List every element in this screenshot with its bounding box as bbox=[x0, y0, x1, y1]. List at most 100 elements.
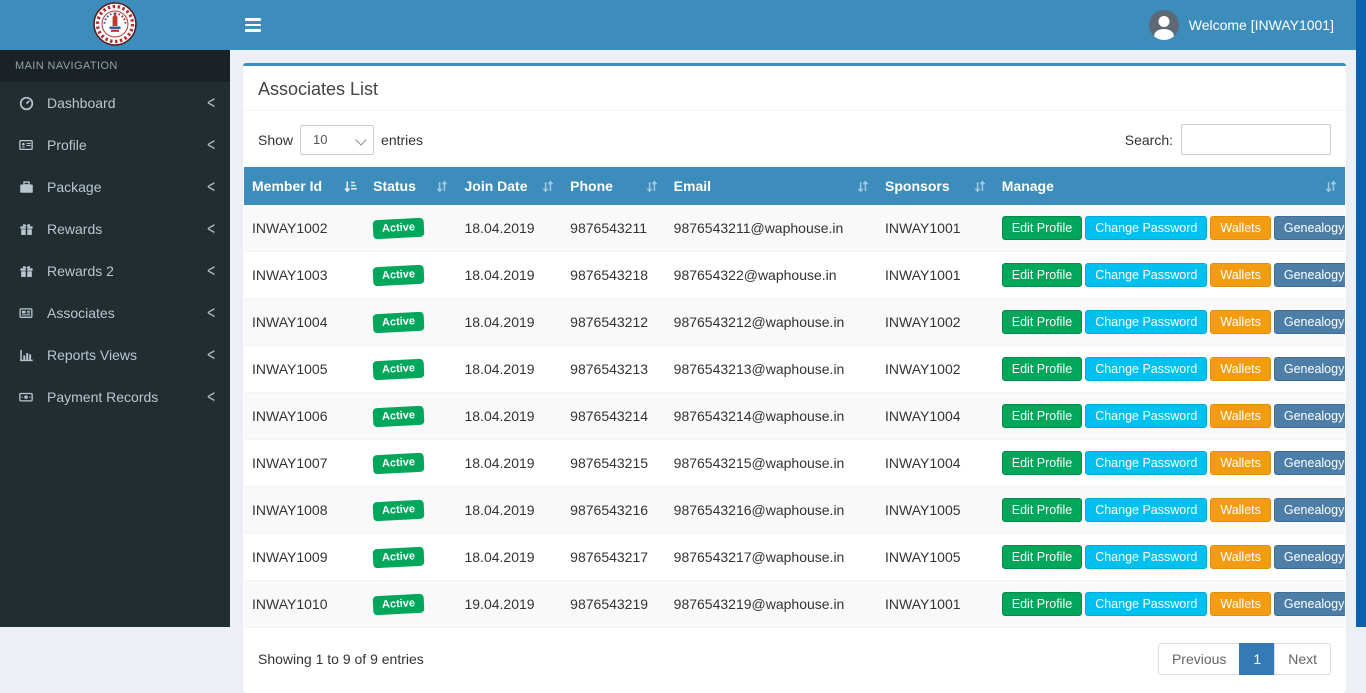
cell-join-date: 19.04.2019 bbox=[456, 581, 562, 628]
edit-profile-button[interactable]: Edit Profile bbox=[1002, 498, 1082, 522]
column-label: Manage bbox=[1002, 178, 1054, 194]
cell-join-date: 18.04.2019 bbox=[456, 252, 562, 299]
sidebar-item-associates[interactable]: Associates< bbox=[0, 292, 230, 334]
column-header-member-id[interactable]: Member Id bbox=[244, 167, 365, 205]
change-password-button[interactable]: Change Password bbox=[1085, 498, 1207, 522]
change-password-button[interactable]: Change Password bbox=[1085, 451, 1207, 475]
column-header-phone[interactable]: Phone bbox=[562, 167, 665, 205]
edit-profile-button[interactable]: Edit Profile bbox=[1002, 216, 1082, 240]
sidebar-item-profile[interactable]: Profile< bbox=[0, 124, 230, 166]
edit-profile-button[interactable]: Edit Profile bbox=[1002, 404, 1082, 428]
change-password-button[interactable]: Change Password bbox=[1085, 404, 1207, 428]
active-status-badge: Active bbox=[373, 453, 425, 475]
active-status-badge: Active bbox=[373, 500, 425, 522]
sort-both-icon[interactable] bbox=[646, 180, 658, 193]
column-header-join-date[interactable]: Join Date bbox=[456, 167, 562, 205]
cell-phone: 9876543211 bbox=[562, 205, 665, 252]
page-length-select[interactable]: 10 bbox=[300, 125, 374, 155]
column-header-status[interactable]: Status bbox=[365, 167, 456, 205]
sidebar-item-payment-records[interactable]: Payment Records< bbox=[0, 376, 230, 418]
change-password-button[interactable]: Change Password bbox=[1085, 263, 1207, 287]
search-input[interactable] bbox=[1181, 124, 1331, 155]
sort-both-icon[interactable] bbox=[436, 180, 448, 193]
column-header-manage[interactable]: Manage bbox=[994, 167, 1345, 205]
genealogy-button[interactable]: Genealogy bbox=[1274, 216, 1345, 240]
wallets-button[interactable]: Wallets bbox=[1210, 357, 1271, 381]
sidebar-item-reports-views[interactable]: Reports Views< bbox=[0, 334, 230, 376]
wallets-button[interactable]: Wallets bbox=[1210, 263, 1271, 287]
cell-email: 9876543213@waphouse.in bbox=[666, 346, 877, 393]
column-label: Email bbox=[674, 178, 711, 194]
payments-icon bbox=[15, 390, 37, 404]
wallets-button[interactable]: Wallets bbox=[1210, 216, 1271, 240]
cell-sponsor: INWAY1001 bbox=[877, 205, 994, 252]
edit-profile-button[interactable]: Edit Profile bbox=[1002, 451, 1082, 475]
cell-join-date: 18.04.2019 bbox=[456, 487, 562, 534]
edit-profile-button[interactable]: Edit Profile bbox=[1002, 357, 1082, 381]
sort-amount-icon[interactable] bbox=[344, 180, 357, 193]
package-icon bbox=[15, 180, 37, 195]
next-page-button[interactable]: Next bbox=[1274, 643, 1331, 675]
column-header-sponsors[interactable]: Sponsors bbox=[877, 167, 994, 205]
genealogy-button[interactable]: Genealogy bbox=[1274, 451, 1345, 475]
edit-profile-button[interactable]: Edit Profile bbox=[1002, 545, 1082, 569]
edit-profile-button[interactable]: Edit Profile bbox=[1002, 263, 1082, 287]
genealogy-button[interactable]: Genealogy bbox=[1274, 498, 1345, 522]
genealogy-button[interactable]: Genealogy bbox=[1274, 545, 1345, 569]
wallets-button[interactable]: Wallets bbox=[1210, 498, 1271, 522]
wallets-button[interactable]: Wallets bbox=[1210, 592, 1271, 616]
wallets-button[interactable]: Wallets bbox=[1210, 545, 1271, 569]
edit-profile-button[interactable]: Edit Profile bbox=[1002, 592, 1082, 616]
page-1-button[interactable]: 1 bbox=[1239, 643, 1275, 675]
card-header: Associates List bbox=[243, 66, 1346, 111]
change-password-button[interactable]: Change Password bbox=[1085, 592, 1207, 616]
wallets-button[interactable]: Wallets bbox=[1210, 310, 1271, 334]
sidebar-item-rewards[interactable]: Rewards< bbox=[0, 208, 230, 250]
active-status-badge: Active bbox=[373, 547, 425, 569]
previous-page-button[interactable]: Previous bbox=[1158, 643, 1240, 675]
cell-member-id: INWAY1002 bbox=[244, 205, 365, 252]
change-password-button[interactable]: Change Password bbox=[1085, 216, 1207, 240]
wallets-button[interactable]: Wallets bbox=[1210, 404, 1271, 428]
sort-both-icon[interactable] bbox=[974, 180, 986, 193]
genealogy-button[interactable]: Genealogy bbox=[1274, 357, 1345, 381]
sidebar-item-package[interactable]: Package< bbox=[0, 166, 230, 208]
rewards-icon bbox=[15, 222, 37, 237]
cell-phone: 9876543215 bbox=[562, 440, 665, 487]
welcome-text: Welcome [INWAY1001] bbox=[1189, 17, 1334, 33]
sort-both-icon[interactable] bbox=[857, 180, 869, 193]
sidebar-item-label: Rewards bbox=[47, 221, 197, 237]
genealogy-button[interactable]: Genealogy bbox=[1274, 263, 1345, 287]
change-password-button[interactable]: Change Password bbox=[1085, 357, 1207, 381]
sidebar-item-label: Associates bbox=[47, 305, 197, 321]
genealogy-button[interactable]: Genealogy bbox=[1274, 404, 1345, 428]
change-password-button[interactable]: Change Password bbox=[1085, 545, 1207, 569]
chevron-left-icon: < bbox=[207, 135, 215, 156]
sort-both-icon[interactable] bbox=[542, 180, 554, 193]
sidebar-item-dashboard[interactable]: Dashboard< bbox=[0, 82, 230, 124]
genealogy-button[interactable]: Genealogy bbox=[1274, 310, 1345, 334]
sort-both-icon[interactable] bbox=[1325, 180, 1337, 193]
change-password-button[interactable]: Change Password bbox=[1085, 310, 1207, 334]
navbar: Welcome [INWAY1001] bbox=[230, 0, 1366, 50]
wallets-button[interactable]: Wallets bbox=[1210, 451, 1271, 475]
user-menu[interactable]: Welcome [INWAY1001] bbox=[1149, 10, 1366, 40]
cell-phone: 9876543219 bbox=[562, 581, 665, 628]
sidebar-toggle-button[interactable] bbox=[230, 0, 276, 50]
reports-icon bbox=[15, 348, 37, 363]
logo-area[interactable] bbox=[0, 0, 230, 50]
sidebar-item-rewards-2[interactable]: Rewards 2< bbox=[0, 250, 230, 292]
cell-status: Active bbox=[365, 393, 456, 440]
chevron-left-icon: < bbox=[207, 387, 215, 408]
column-header-email[interactable]: Email bbox=[666, 167, 877, 205]
edit-profile-button[interactable]: Edit Profile bbox=[1002, 310, 1082, 334]
cell-member-id: INWAY1006 bbox=[244, 393, 365, 440]
right-scroll-strip[interactable] bbox=[1356, 0, 1366, 627]
genealogy-button[interactable]: Genealogy bbox=[1274, 592, 1345, 616]
